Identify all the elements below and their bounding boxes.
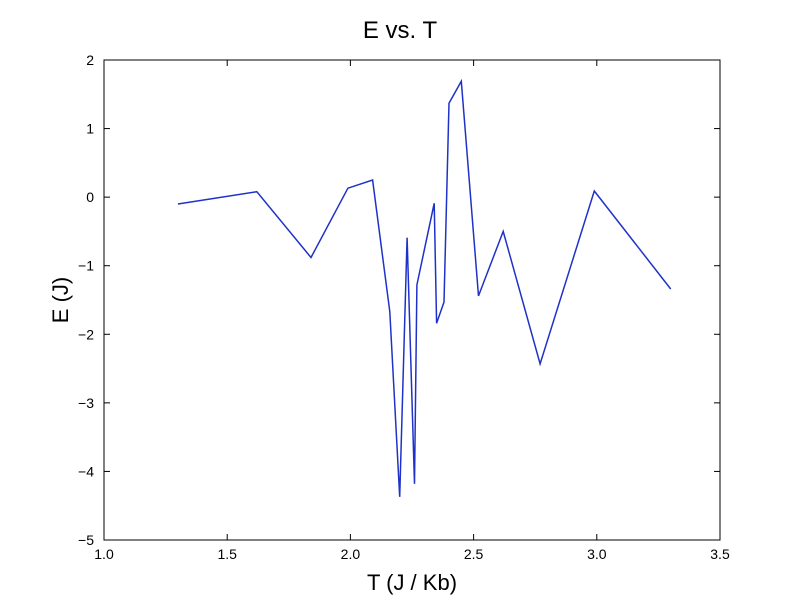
y-tick-label: −3 (78, 395, 94, 411)
y-axis-label: E (J) (48, 277, 73, 323)
x-tick-label: 3.0 (587, 546, 607, 562)
series-line (177, 78, 672, 497)
chart-title: E vs. T (363, 17, 438, 44)
y-tick-label: 1 (86, 121, 94, 137)
x-tick-label: 2.0 (341, 546, 361, 562)
y-axis: 2 1 0 −1 −2 −3 −4 −5 (78, 52, 720, 548)
x-tick-label: 3.5 (710, 546, 730, 562)
x-tick-label: 2.5 (464, 546, 484, 562)
x-tick-label: 1.5 (217, 546, 237, 562)
y-tick-label: −5 (78, 532, 94, 548)
series-layer (177, 78, 672, 497)
y-tick-label: −1 (78, 258, 94, 274)
x-tick-label: 1.0 (94, 546, 114, 562)
y-tick-label: −2 (78, 326, 94, 342)
x-axis: 1.0 1.5 2.0 2.5 3.0 3.5 (94, 60, 730, 562)
y-tick-label: −4 (78, 463, 94, 479)
y-tick-label: 0 (86, 189, 94, 205)
plot-area-frame (103, 59, 721, 541)
x-axis-label: T (J / Kb) (367, 570, 457, 595)
y-tick-label: 2 (86, 52, 94, 68)
